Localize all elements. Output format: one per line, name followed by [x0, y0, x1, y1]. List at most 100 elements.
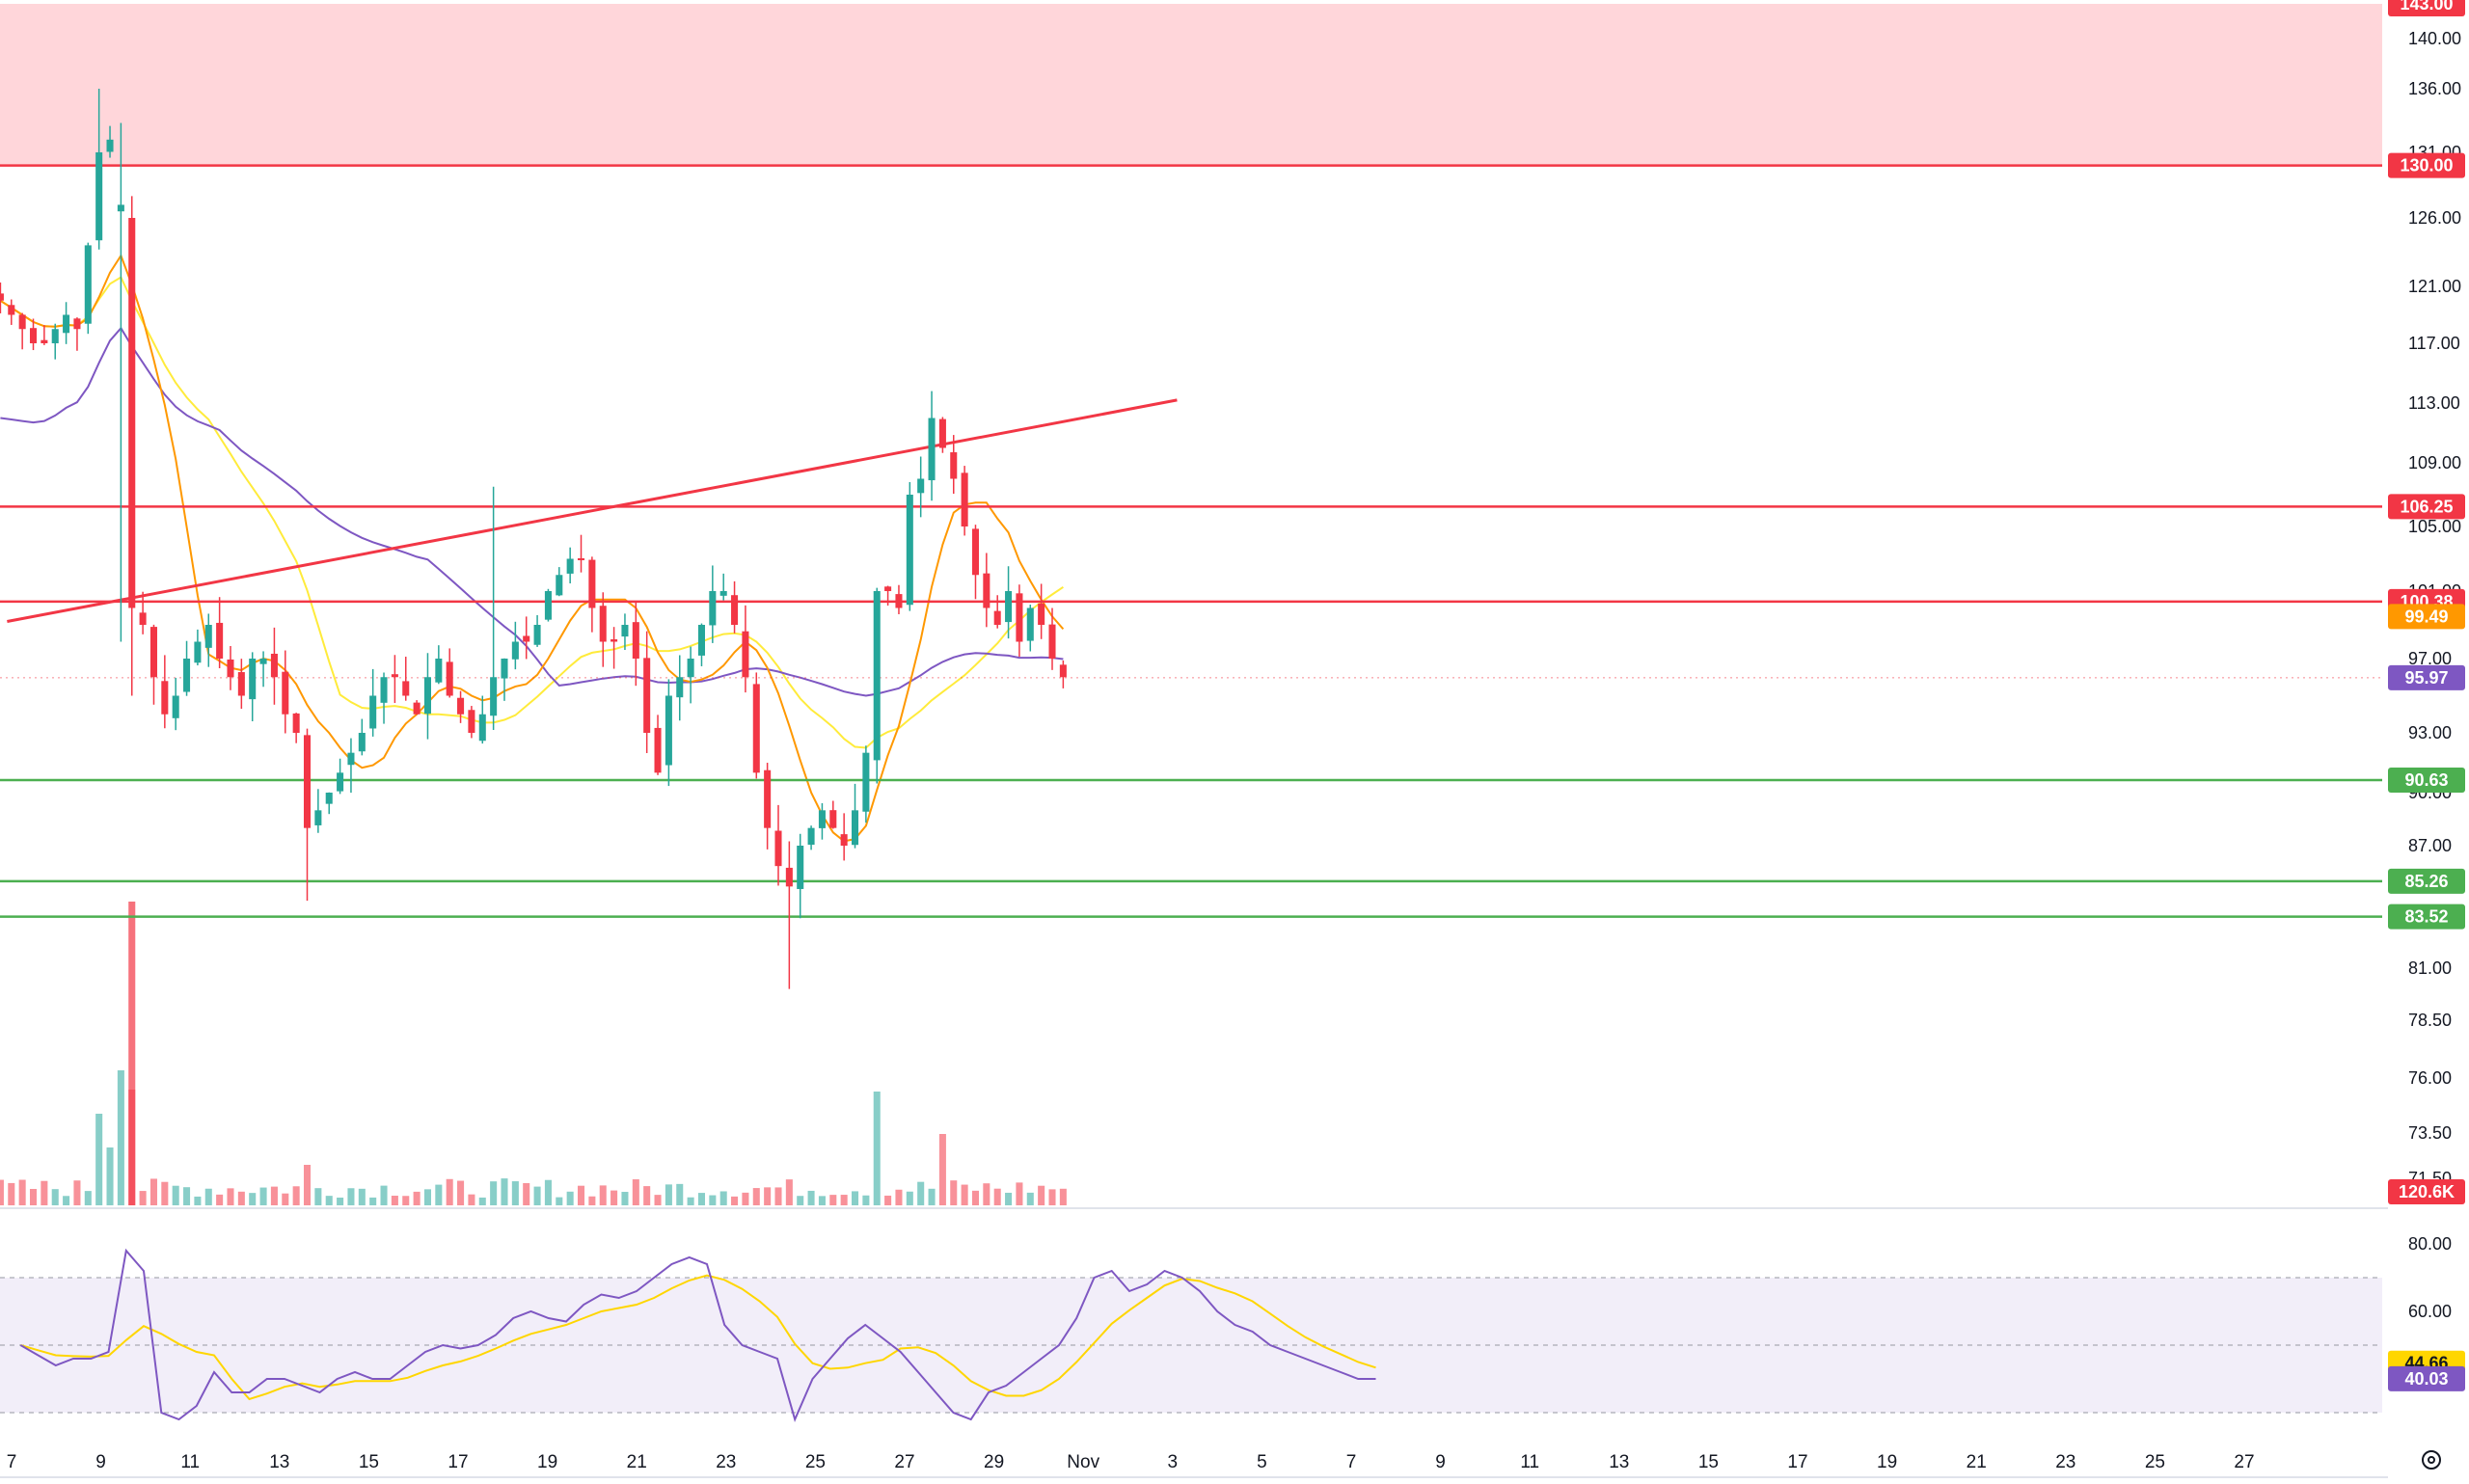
candle-body: [840, 834, 848, 846]
time-tick-label: 23: [2055, 1452, 2076, 1472]
candle-body: [709, 591, 717, 626]
price-tag-text: 90.63: [2404, 770, 2448, 790]
candle-body: [139, 612, 147, 625]
rsi-tag: 40.03: [2388, 1365, 2465, 1391]
candle-body: [1016, 593, 1023, 642]
candle-body: [764, 769, 772, 828]
rsi-line: [19, 1248, 1376, 1422]
volume-tag: 120.6K: [2388, 1179, 2465, 1204]
volume-bar: [818, 1196, 826, 1205]
time-tick-label: 11: [180, 1452, 200, 1472]
time-tick-label: 7: [7, 1452, 17, 1472]
price-tag-bg: [2388, 664, 2465, 690]
rsi-ma-line: [20, 1274, 1376, 1401]
candle-body: [961, 472, 968, 526]
volume-bar: [774, 1187, 782, 1205]
candle-body: [73, 318, 81, 330]
candle-body: [1038, 603, 1045, 625]
volume-bar: [84, 1191, 92, 1205]
candle-body: [369, 695, 377, 729]
candle-body: [490, 677, 498, 716]
volume-bar: [599, 1185, 607, 1205]
volume-bar: [1038, 1185, 1045, 1205]
candle-body: [577, 557, 585, 560]
volume-bar: [369, 1197, 377, 1205]
volume-bar: [938, 1134, 946, 1205]
price-tick-label: 97.00: [2408, 649, 2452, 668]
candle-body: [41, 339, 48, 343]
candle-body: [1059, 664, 1067, 678]
time-tick-label: 13: [269, 1452, 289, 1472]
volume-bar: [237, 1191, 245, 1205]
volume-bar: [1016, 1182, 1023, 1205]
volume-bar: [51, 1189, 59, 1205]
gear-icon[interactable]: [2422, 1450, 2441, 1470]
volume-bar: [18, 1179, 26, 1205]
volume-bar: [149, 1178, 157, 1205]
candle-body: [183, 659, 191, 692]
volume-bar: [8, 1182, 15, 1205]
candle-body: [687, 659, 694, 678]
volume-bar: [380, 1185, 388, 1205]
volume-bar: [1005, 1192, 1013, 1205]
candle-body: [51, 329, 59, 344]
price-tag-text: 83.52: [2404, 907, 2448, 927]
ma-fast-line: [0, 253, 1065, 843]
time-tick-label: 9: [1435, 1452, 1446, 1472]
volume-bar: [347, 1188, 355, 1205]
candle-body: [752, 684, 760, 773]
candle-body: [435, 659, 443, 683]
candle-body: [249, 659, 257, 700]
time-tick-label: 25: [2145, 1452, 2165, 1472]
volume-bar: [544, 1179, 552, 1205]
candle-body: [402, 681, 410, 696]
volume-bar: [249, 1193, 257, 1205]
volume-bar: [183, 1187, 191, 1205]
volume-bar: [501, 1178, 508, 1205]
price-tag: 143.00: [2388, 0, 2465, 16]
candle-body: [774, 830, 782, 867]
price-tag-text: 85.26: [2404, 872, 2448, 891]
candlesticks: [0, 89, 1067, 989]
price-tick-label: 140.00: [2408, 29, 2461, 48]
volume-bar: [906, 1191, 913, 1205]
candle-body: [917, 478, 925, 494]
candle-body: [533, 625, 541, 645]
candle-body: [785, 867, 793, 887]
candle-body: [1005, 591, 1013, 623]
volume-bar: [556, 1197, 563, 1205]
time-tick-label: 15: [1698, 1452, 1719, 1472]
volume-bar: [292, 1186, 300, 1205]
volume-bars: [0, 902, 1067, 1205]
time-tick-label: 3: [1168, 1452, 1179, 1472]
candle-body: [292, 713, 300, 733]
volume-bar: [29, 1189, 38, 1205]
candle-body: [906, 495, 913, 606]
volume-bar: [588, 1196, 596, 1205]
volume-bar: [139, 1191, 147, 1205]
candle-body: [18, 314, 26, 330]
volume-tag-text: 120.6K: [2399, 1182, 2455, 1201]
price-tag-bg: [2388, 767, 2465, 793]
price-tag-text: 106.25: [2400, 497, 2453, 516]
volume-bar: [161, 1181, 169, 1205]
time-tick-label: 11: [1520, 1452, 1539, 1472]
volume-bar: [533, 1186, 541, 1205]
candle-body: [391, 674, 398, 678]
price-tick-label: 117.00: [2408, 334, 2460, 353]
volume-bar: [0, 1179, 4, 1205]
candle-body: [928, 418, 936, 481]
time-tick-label: 23: [716, 1452, 736, 1472]
ma-slow-line: [0, 326, 1064, 697]
time-tick-label: 27: [2234, 1452, 2254, 1472]
time-tick-label: 19: [1877, 1452, 1897, 1472]
volume-bar: [391, 1196, 398, 1205]
candle-body: [1048, 624, 1056, 659]
volume-bar: [303, 1165, 312, 1205]
candle-body: [950, 452, 958, 479]
price-tick-label: 81.00: [2408, 958, 2452, 978]
candle-body: [325, 793, 333, 804]
time-axis: 7 9 11 13 15 17 19 21 23 25 27 29 Nov 3 5 7 9 11 13 15 17 19 2…: [7, 1452, 2255, 1472]
candle-body: [423, 677, 431, 715]
